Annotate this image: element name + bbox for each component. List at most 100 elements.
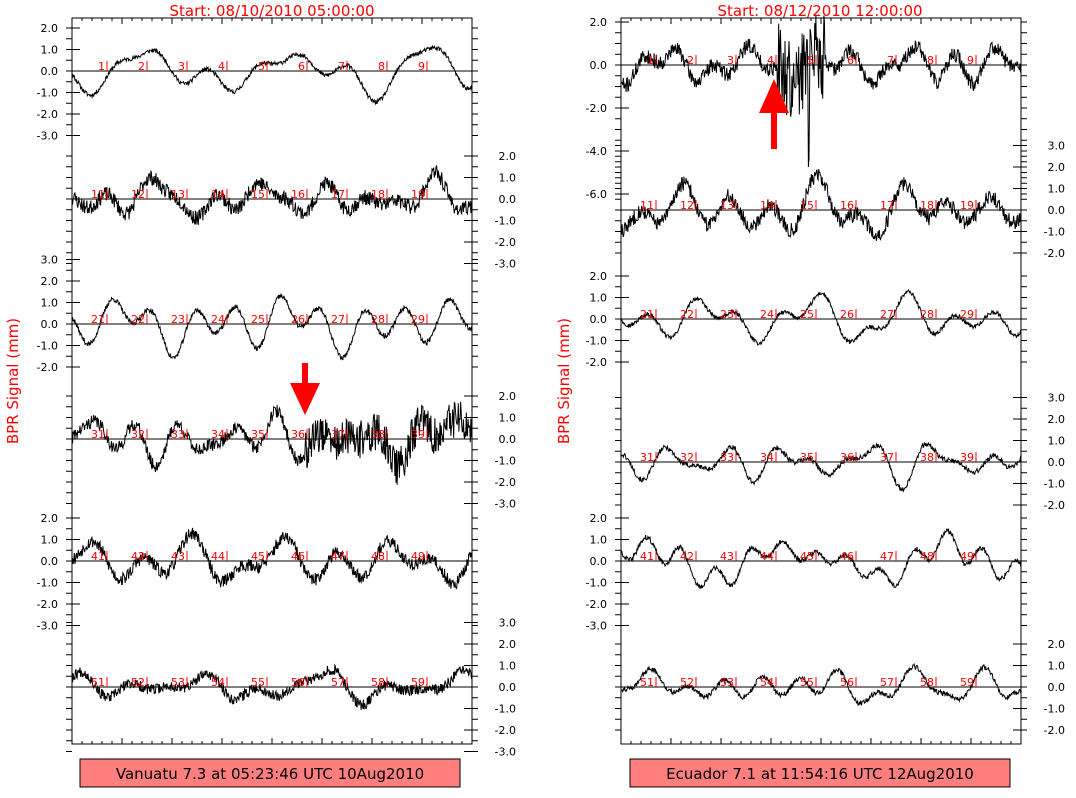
y-tick-label: -1.0	[37, 340, 58, 353]
arrow-head	[290, 383, 320, 415]
station-label: 17	[880, 199, 894, 212]
station-label: 27	[331, 313, 345, 326]
station-label: 11	[91, 188, 105, 201]
y-tick-label: -1.0	[495, 703, 516, 716]
y-tick-label: 0.0	[590, 59, 608, 72]
station-label: 31	[640, 451, 654, 464]
station-label: 1	[647, 54, 654, 67]
station-label: 2	[687, 54, 694, 67]
station-label: 9	[418, 60, 425, 73]
station-label: 23	[171, 313, 185, 326]
station-label: 19	[960, 199, 974, 212]
station-label: 19	[411, 188, 425, 201]
y-tick-label: 1.0	[590, 292, 608, 305]
trace-row-6: 2.0 1.0 0.0 -1.0 -2.0 51 52 53 54 55 56 57 58 59	[615, 638, 1065, 737]
station-label: 24	[760, 308, 774, 321]
y-tick-label: -2.0	[495, 476, 516, 489]
y-tick-label: 0.0	[499, 193, 517, 206]
y-tick-label: 0.0	[499, 433, 517, 446]
station-label: 28	[371, 313, 385, 326]
station-label: 28	[920, 308, 934, 321]
chart-title: Start: 08/10/2010 05:00:00	[169, 2, 374, 20]
y-tick-label: -2.0	[586, 102, 607, 115]
station-label: 53	[720, 676, 734, 689]
station-label: 57	[880, 676, 894, 689]
station-label: 35	[800, 451, 814, 464]
station-label: 39	[411, 428, 425, 441]
y-tick-label: 1.0	[1048, 183, 1066, 196]
y-tick-label: 1.0	[41, 534, 59, 547]
station-label: 55	[800, 676, 814, 689]
station-label: 42	[131, 550, 145, 563]
y-tick-label: 2.0	[41, 22, 59, 35]
y-tick-label: -3.0	[37, 130, 58, 143]
station-label: 46	[291, 550, 305, 563]
station-label: 29	[411, 313, 425, 326]
trace-row-2: 2.0 1.0 0.0 -1.0 -2.0 -3.0 11 12 13 14 15 16 17 18 19	[66, 150, 516, 271]
station-label: 55	[251, 676, 265, 689]
y-tick-label: -2.0	[37, 361, 58, 374]
y-tick-label: -3.0	[495, 498, 516, 511]
station-label: 43	[171, 550, 185, 563]
station-label: 17	[331, 188, 345, 201]
y-tick-label: -1.0	[1044, 478, 1065, 491]
y-tick-label: 0.0	[590, 313, 608, 326]
y-tick-label: 1.0	[1048, 660, 1066, 673]
bpr-trace	[620, 169, 1022, 241]
y-tick-label: 0.0	[590, 555, 608, 568]
bpr-trace	[71, 164, 473, 226]
station-label: 44	[211, 550, 225, 563]
y-tick-label: -1.0	[495, 215, 516, 228]
y-tick-label: 0.0	[499, 681, 517, 694]
y-tick-label: 3.0	[41, 254, 59, 267]
y-tick-label: -4.0	[586, 145, 607, 158]
y-tick-label: 1.0	[1048, 435, 1066, 448]
y-tick-label: -2.0	[586, 598, 607, 611]
station-label: 4	[767, 54, 774, 67]
station-label: 3	[178, 60, 185, 73]
arrow-head	[759, 79, 789, 113]
station-label: 37	[880, 451, 894, 464]
station-label: 45	[800, 550, 814, 563]
y-tick-label: 3.0	[1048, 140, 1066, 153]
y-tick-label: -2.0	[495, 724, 516, 737]
y-tick-label: -3.0	[37, 620, 58, 633]
bpr-trace	[620, 15, 1022, 168]
y-tick-label: 1.0	[41, 44, 59, 57]
station-label: 59	[411, 676, 425, 689]
caption-text: Ecuador 7.1 at 11:54:16 UTC 12Aug2010	[666, 765, 974, 783]
y-tick-label: 3.0	[1048, 392, 1066, 405]
y-tick-label: 0.0	[1048, 681, 1066, 694]
station-label: 21	[640, 308, 654, 321]
y-tick-label: -1.0	[586, 577, 607, 590]
y-tick-label: -1.0	[586, 335, 607, 348]
trace-row-3: 3.0 2.0 1.0 0.0 -1.0 -2.0 21 22 23 24 25 26 27 28 29	[37, 254, 478, 374]
arrow-shaft	[302, 363, 308, 389]
y-tick-label: -2.0	[1044, 499, 1065, 512]
station-label: 33	[720, 451, 734, 464]
y-tick-label: 2.0	[41, 275, 59, 288]
y-tick-label: 2.0	[1048, 638, 1066, 651]
chart-panel-2: Start: 08/12/2010 12:00:00 BPR Signal (mm…	[555, 2, 1066, 788]
station-label: 38	[371, 428, 385, 441]
trace-row-5: 2.0 1.0 0.0 -1.0 -2.0 -3.0 41 42 43 44 45 46 47 48 49	[586, 512, 1027, 633]
station-label: 32	[131, 428, 145, 441]
y-tick-label: -1.0	[37, 577, 58, 590]
y-tick-label: 2.0	[590, 512, 608, 525]
y-tick-label: 1.0	[41, 297, 59, 310]
station-label: 22	[680, 308, 694, 321]
bpr-trace	[71, 401, 473, 485]
station-label: 18	[920, 199, 934, 212]
arrow-shaft	[771, 105, 777, 149]
y-axis-label: BPR Signal (mm)	[4, 318, 22, 444]
station-label: 49	[411, 550, 425, 563]
y-tick-label: -3.0	[495, 258, 516, 271]
y-tick-label: 0.0	[41, 318, 59, 331]
station-label: 47	[880, 550, 894, 563]
y-tick-label: 0.0	[41, 555, 59, 568]
station-label: 54	[760, 676, 774, 689]
station-label: 59	[960, 676, 974, 689]
y-tick-label: 2.0	[499, 150, 517, 163]
y-tick-label: 2.0	[590, 270, 608, 283]
y-tick-label: -2.0	[37, 598, 58, 611]
